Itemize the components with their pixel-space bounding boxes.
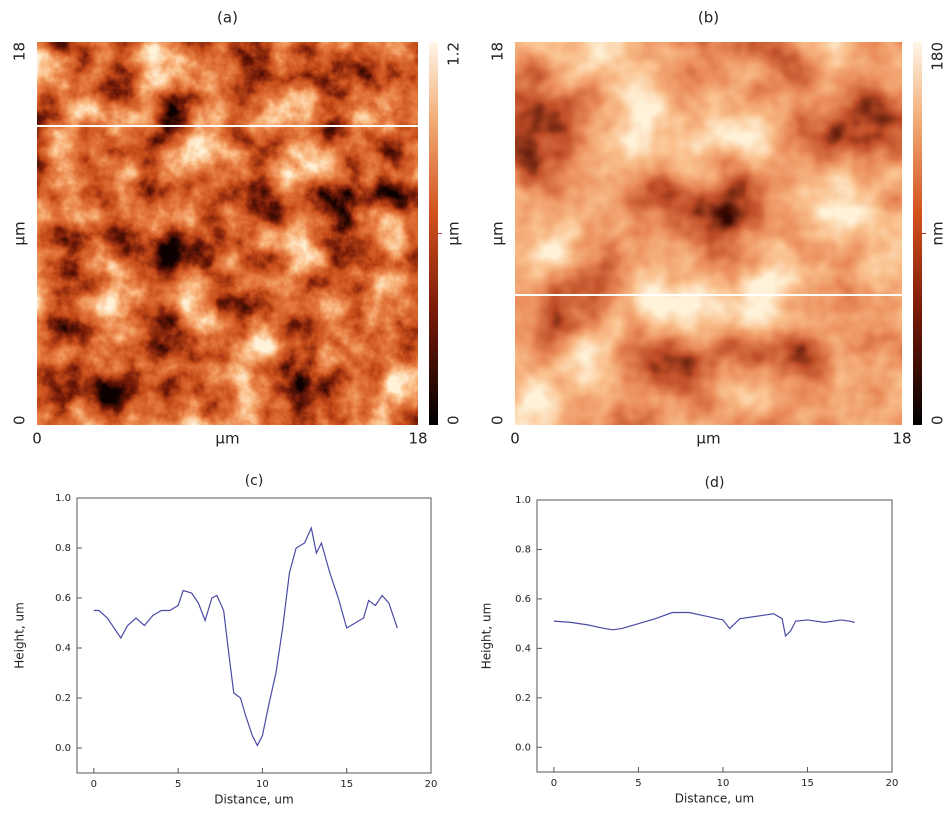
- colorbar-label: µm: [445, 221, 463, 245]
- y-tick-label: 0.0: [515, 742, 531, 753]
- panel-title: (d): [705, 475, 725, 491]
- x-tick-label: 20: [425, 779, 438, 790]
- profile-line: [553, 611, 855, 638]
- afm-image: [515, 42, 902, 425]
- x-tick-label: 18: [408, 430, 427, 448]
- y-tick-label: 0.8: [55, 543, 71, 554]
- y-tick-label: 18: [11, 42, 29, 61]
- x-tick-label: 10: [717, 778, 730, 789]
- x-tick-label: 20: [886, 778, 899, 789]
- colorbar-tick-label: 1.2: [445, 42, 463, 66]
- x-tick-label: 15: [801, 778, 814, 789]
- y-tick-label: 1.0: [55, 493, 71, 504]
- x-tick-label: 0: [91, 779, 97, 790]
- x-tick-label: 5: [175, 779, 181, 790]
- x-tick-label: 18: [892, 430, 911, 448]
- y-tick-label: 0.6: [55, 593, 71, 604]
- y-tick-label: 0.6: [515, 594, 531, 605]
- colorbar-label: nm: [929, 221, 943, 245]
- panel-title: (a): [217, 9, 238, 27]
- colorbar-tick-label: 180: [929, 42, 943, 71]
- y-axis-label: µm: [489, 221, 507, 245]
- y-tick-label: 0.2: [55, 693, 71, 704]
- colorbar: [429, 42, 438, 425]
- colorbar-tick-label: 0: [445, 415, 463, 425]
- y-tick-label: 0: [489, 415, 507, 425]
- y-tick-label: 0.2: [515, 693, 531, 704]
- afm-image: [37, 42, 418, 425]
- x-tick-label: 5: [635, 778, 641, 789]
- profile-line: [93, 526, 398, 747]
- y-tick-label: 0.0: [55, 743, 71, 754]
- x-tick-label: 15: [340, 779, 353, 790]
- y-tick-label: 18: [489, 42, 507, 61]
- plot-frame: [536, 499, 893, 773]
- x-axis-label: Distance, um: [214, 793, 293, 807]
- colorbar-tick-label: 0: [929, 415, 943, 425]
- y-tick-label: 0: [11, 415, 29, 425]
- y-axis-label: Height, um: [480, 603, 494, 670]
- panel-title: (c): [245, 473, 264, 489]
- y-axis-label: Height, um: [13, 602, 27, 669]
- x-axis-label: Distance, um: [675, 792, 754, 806]
- x-axis-label: µm: [215, 430, 239, 448]
- x-tick-label: 10: [256, 779, 269, 790]
- y-tick-label: 0.4: [55, 643, 71, 654]
- y-axis-label: µm: [11, 221, 29, 245]
- colorbar: [913, 42, 922, 425]
- x-tick-label: 0: [551, 778, 557, 789]
- x-tick-label: 0: [510, 430, 520, 448]
- y-tick-label: 1.0: [515, 495, 531, 506]
- x-tick-label: 0: [32, 430, 42, 448]
- y-tick-label: 0.4: [515, 643, 531, 654]
- x-axis-label: µm: [696, 430, 720, 448]
- y-tick-label: 0.8: [515, 544, 531, 555]
- plot-frame: [76, 497, 432, 774]
- panel-title: (b): [698, 9, 719, 27]
